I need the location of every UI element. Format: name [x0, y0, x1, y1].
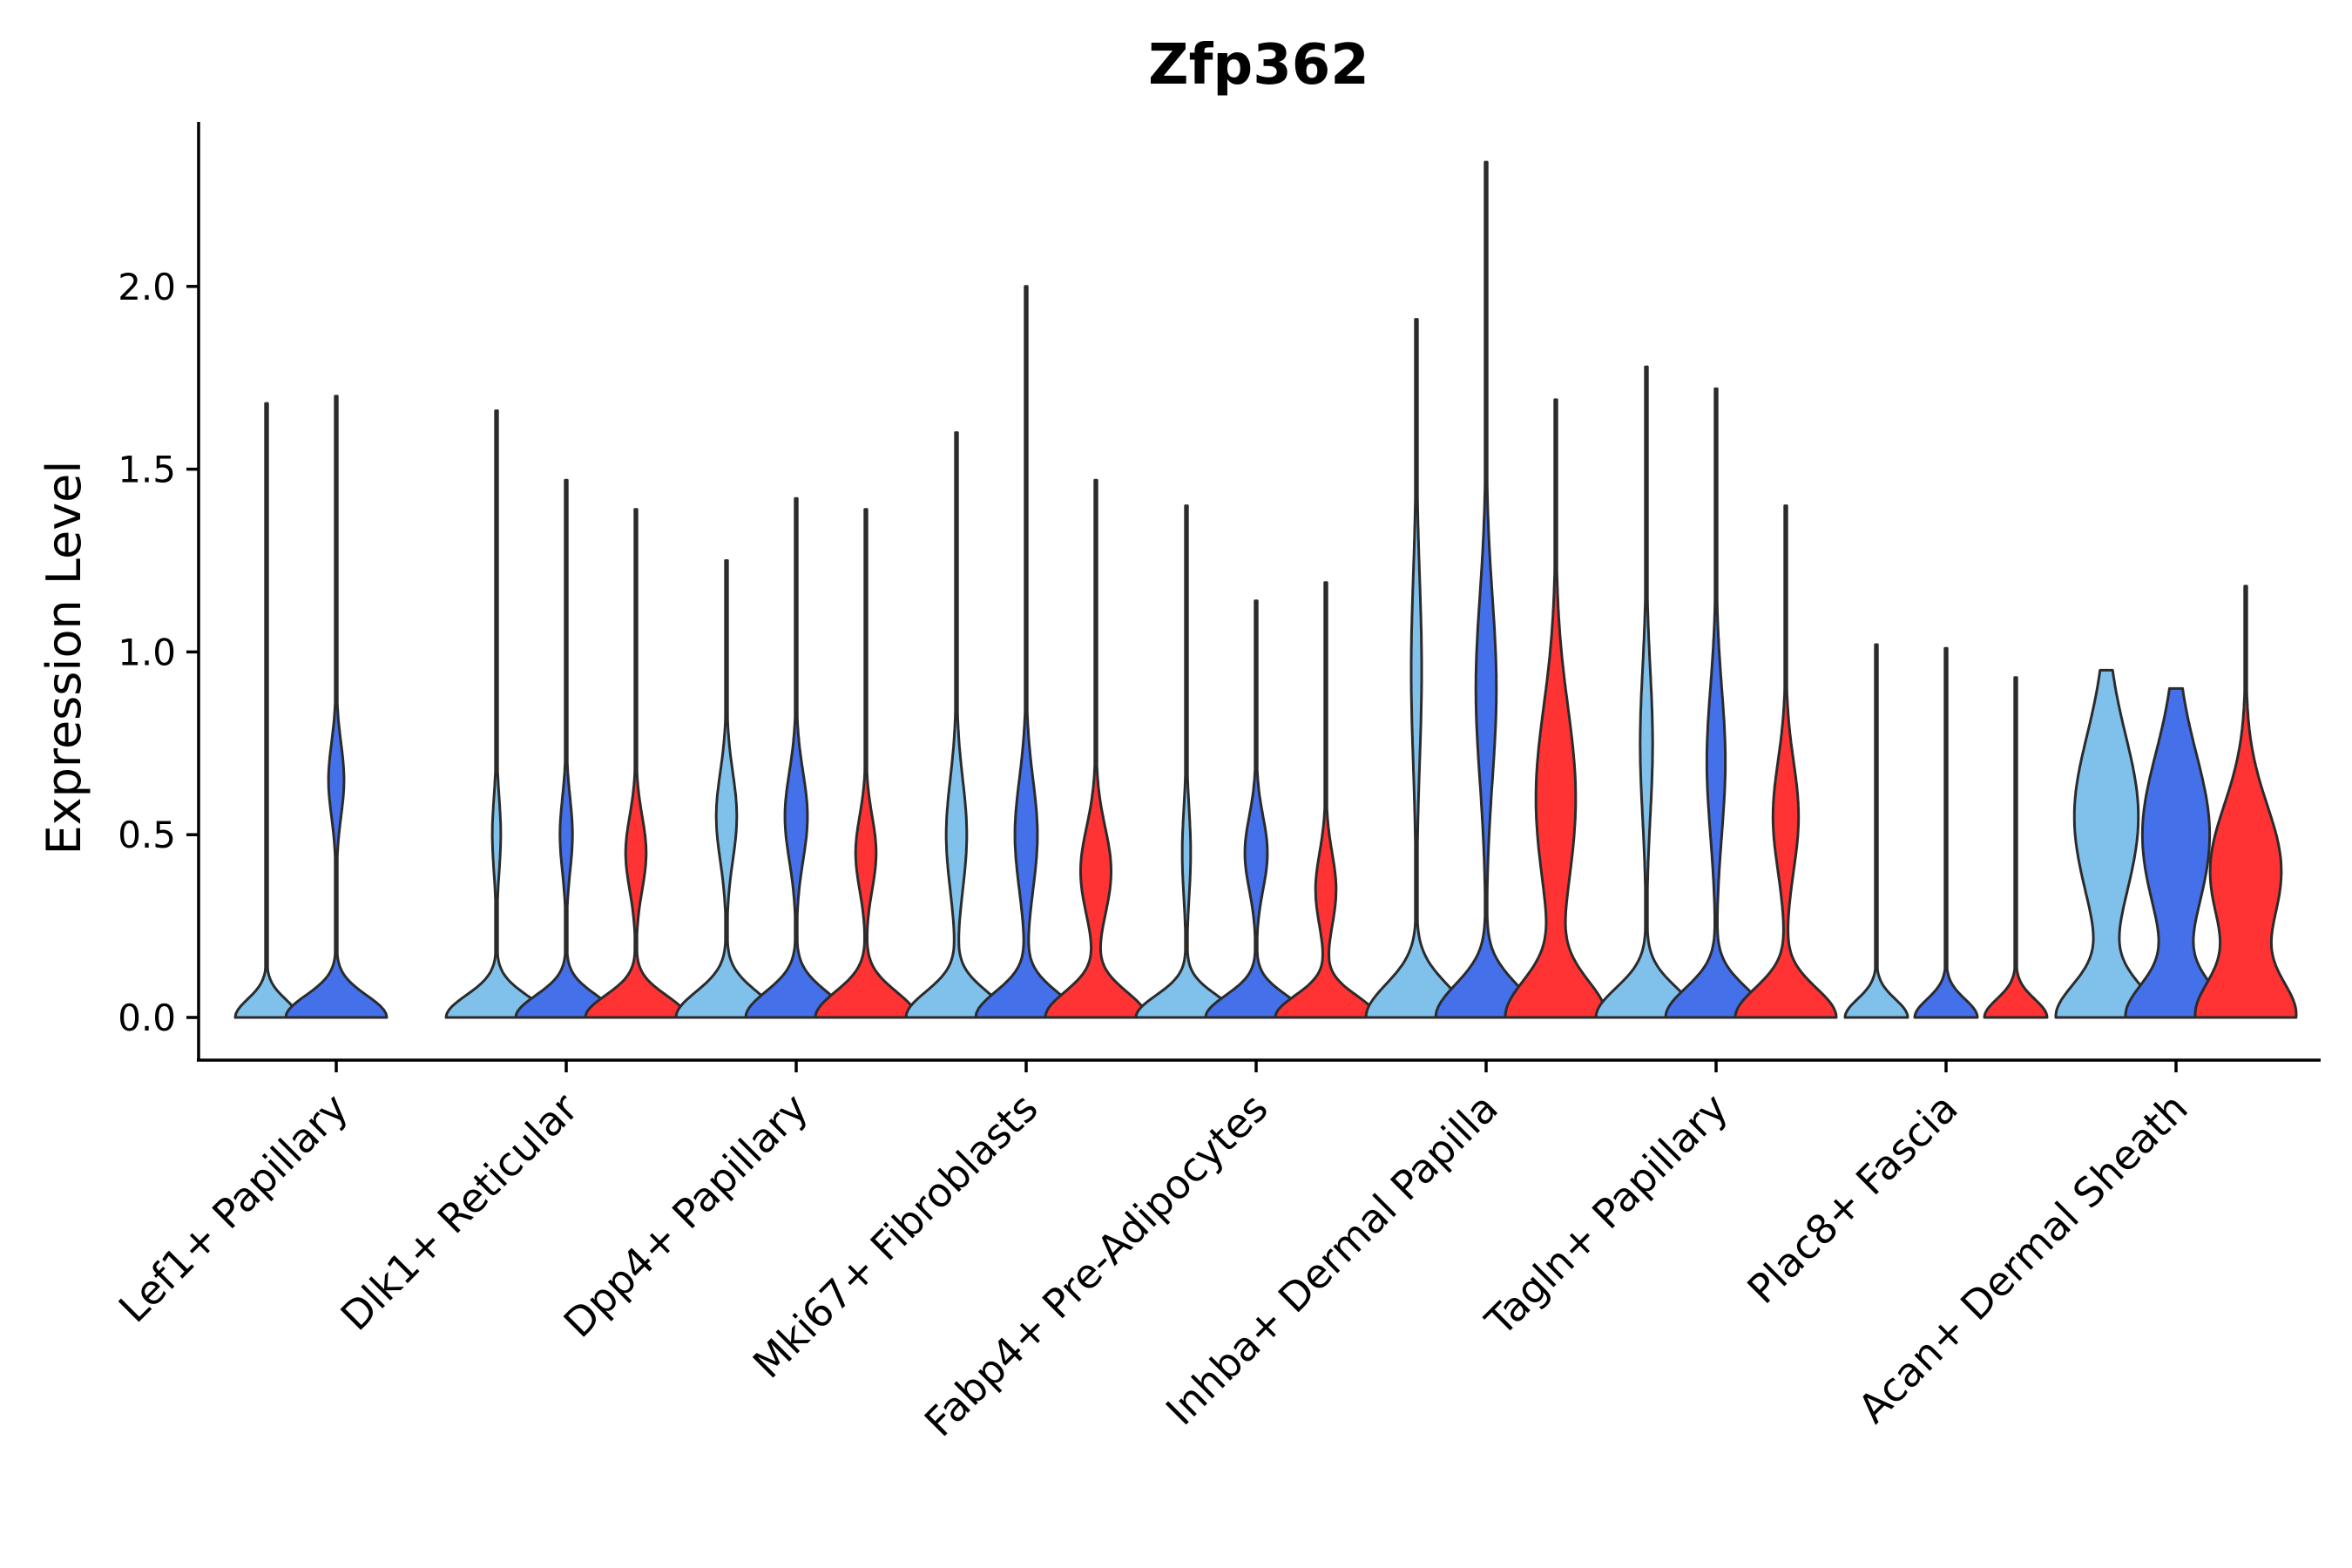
violins-group: [233, 160, 2298, 1019]
violin-9-3: [2193, 585, 2298, 1019]
y-axis-label: Expression Level: [37, 461, 91, 855]
category-label: Plac8+ Fascia: [1738, 1085, 1966, 1313]
violin-7-2: [1664, 387, 1768, 1019]
violin-1-2: [284, 395, 389, 1019]
violin-4-2: [974, 285, 1078, 1019]
violin-2-2: [514, 478, 618, 1019]
violin-8-3: [1983, 676, 2049, 1019]
violin-5-2: [1204, 599, 1308, 1019]
violin-5-1: [1134, 504, 1239, 1019]
category-label: Lef1+ Papillary: [110, 1085, 357, 1332]
y-tick-label: 2.0: [118, 266, 176, 308]
category-label: Tagln+ Papillary: [1476, 1085, 1737, 1346]
violin-6-1: [1364, 318, 1469, 1019]
violin-2-3: [584, 508, 688, 1019]
y-tick-label: 0.0: [118, 997, 176, 1039]
violin-3-2: [744, 497, 848, 1019]
category-label: Dpp4+ Papillary: [555, 1085, 817, 1347]
violin-3-1: [674, 559, 779, 1019]
violin-7-1: [1594, 365, 1699, 1019]
violin-4-1: [904, 431, 1009, 1019]
violin-3-3: [814, 508, 918, 1019]
violin-4-3: [1044, 478, 1148, 1019]
violin-5-3: [1274, 581, 1378, 1019]
y-tick-label: 1.5: [118, 449, 176, 491]
violin-9-1: [2054, 668, 2159, 1019]
y-ticks: 0.0 0.5 1.0 1.5 2.0: [118, 266, 199, 1039]
violin-8-2: [1913, 646, 1979, 1019]
violin-1-1: [233, 402, 300, 1019]
violin-2-1: [444, 409, 549, 1019]
y-tick-label: 0.5: [118, 814, 176, 856]
category-label: Dlk1+ Reticular: [332, 1085, 587, 1340]
violin-8-1: [1843, 643, 1909, 1019]
violin-7-3: [1734, 504, 1838, 1019]
chart-title: Zfp362: [1148, 33, 1369, 98]
violin-6-2: [1434, 160, 1538, 1019]
violin-9-2: [2124, 686, 2228, 1019]
violin-6-3: [1504, 398, 1608, 1019]
y-tick-label: 1.0: [118, 631, 176, 673]
